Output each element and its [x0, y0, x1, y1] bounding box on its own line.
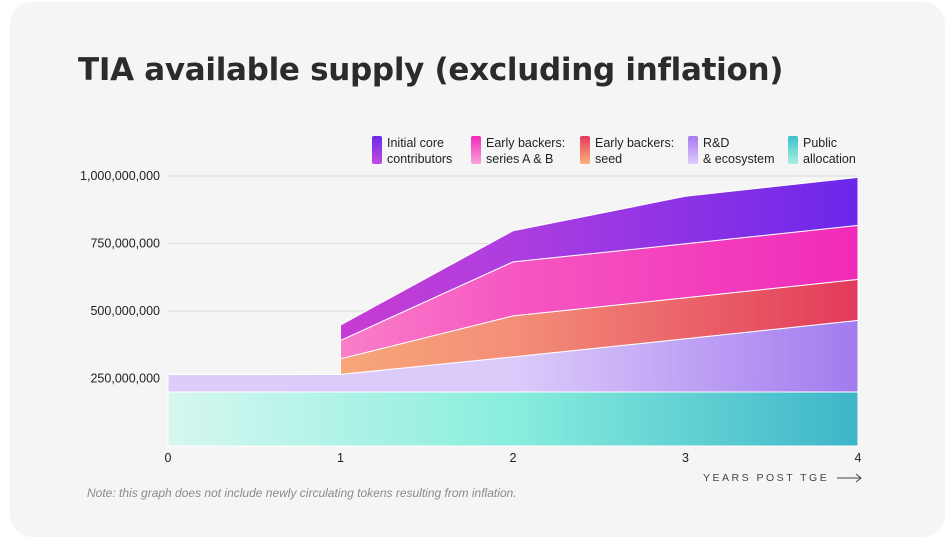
legend-item: Public allocation [788, 135, 856, 167]
legend-label-line: seed [595, 152, 623, 166]
legend-label: Early backers: seed [595, 135, 674, 167]
x-axis-label: YEARS POST TGE [703, 472, 830, 484]
arrow-right-icon [837, 473, 863, 483]
x-tick-label: 3 [682, 451, 689, 465]
legend-label-line: contributors [387, 152, 453, 166]
y-tick-label: 1,000,000,000 [80, 169, 160, 183]
legend-swatch [372, 136, 382, 164]
x-tick-label: 4 [855, 451, 862, 465]
x-tick-label: 0 [165, 451, 172, 465]
legend-label: Public allocation [803, 135, 856, 167]
legend-label: R&D & ecosystem [703, 135, 775, 167]
legend-label: Initial core contributors [387, 135, 452, 167]
legend-label-line: Early backers: [595, 136, 675, 150]
legend-swatch [788, 136, 798, 164]
area-series [167, 391, 859, 447]
legend-label-line: series A & B [486, 152, 554, 166]
area-series [167, 176, 859, 375]
footnote: Note: this graph does not include newly … [87, 486, 517, 500]
legend-label-line: Public [803, 136, 838, 150]
x-axis-title: YEARS POST TGE [703, 472, 863, 484]
legend-label-line: allocation [803, 152, 856, 166]
legend-item: R&D & ecosystem [688, 135, 775, 167]
x-tick-label: 1 [337, 451, 344, 465]
legend-label-line: R&D [703, 136, 730, 150]
chart-title: TIA available supply (excluding inflatio… [78, 52, 784, 88]
legend-label-line: Early backers: [486, 136, 566, 150]
legend-item: Initial core contributors [372, 135, 452, 167]
y-tick-label: 750,000,000 [90, 237, 160, 251]
legend-label: Early backers: series A & B [486, 135, 565, 167]
legend-label-line: & ecosystem [703, 152, 775, 166]
y-tick-label: 250,000,000 [90, 372, 160, 386]
legend-item: Early backers: seed [580, 135, 674, 167]
legend-swatch [580, 136, 590, 164]
legend-label-line: Initial core [387, 136, 444, 150]
y-tick-label: 500,000,000 [90, 304, 160, 318]
x-tick-label: 2 [510, 451, 517, 465]
legend-swatch [688, 136, 698, 164]
legend-item: Early backers: series A & B [471, 135, 565, 167]
legend-swatch [471, 136, 481, 164]
